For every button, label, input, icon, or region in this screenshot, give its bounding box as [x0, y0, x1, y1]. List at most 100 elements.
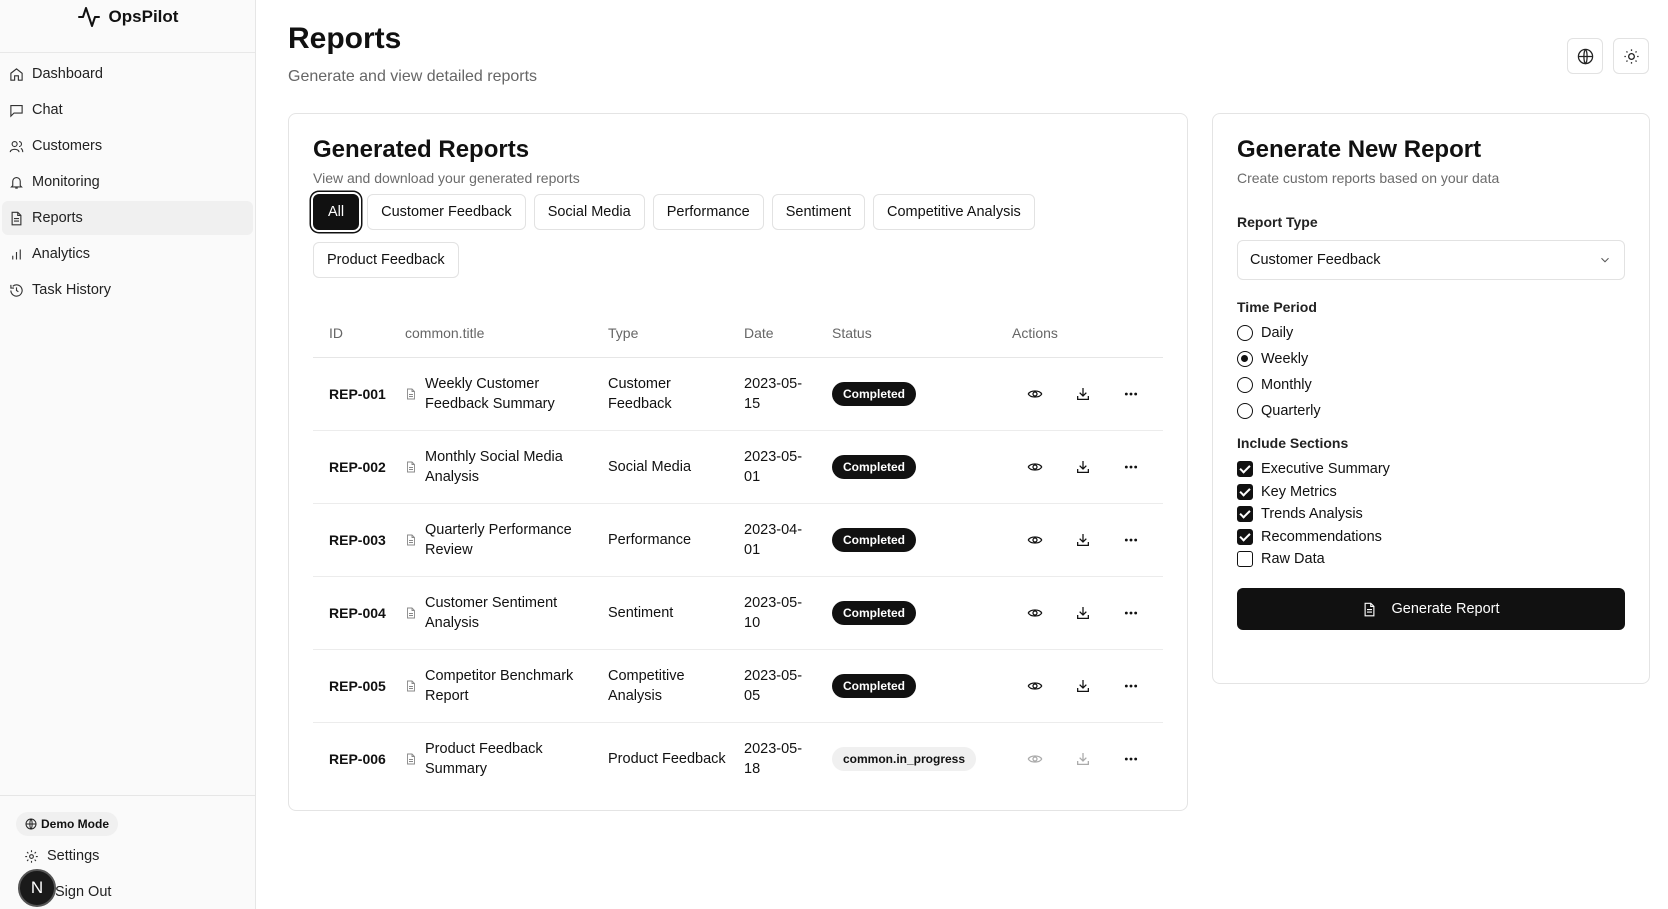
sidebar-item-chat[interactable]: Chat — [2, 93, 253, 127]
radio-button[interactable] — [1237, 377, 1253, 393]
generate-report-label: Generate Report — [1391, 601, 1500, 617]
time-period-label: Daily — [1261, 325, 1294, 341]
users-icon — [9, 140, 24, 152]
download-icon — [1077, 606, 1089, 619]
more-options-button[interactable] — [1112, 524, 1150, 556]
view-report-button[interactable] — [1016, 743, 1054, 775]
report-title-cell: Competitor Benchmark Report — [389, 649, 592, 723]
time-period-option[interactable]: Weekly — [1237, 351, 1625, 367]
gear-icon — [25, 849, 38, 863]
download-report-button[interactable] — [1064, 743, 1102, 775]
sidebar-item-task-history[interactable]: Task History — [2, 273, 253, 307]
generate-report-button[interactable]: Generate Report — [1237, 588, 1625, 630]
sidebar-item-reports[interactable]: Reports — [2, 201, 253, 235]
view-report-button[interactable] — [1016, 524, 1054, 556]
time-period-option[interactable]: Monthly — [1237, 377, 1625, 393]
section-option[interactable]: Recommendations — [1237, 528, 1625, 545]
field-label: Include Sections — [1237, 435, 1349, 451]
report-id: REP-006 — [329, 750, 386, 767]
view-report-button[interactable] — [1016, 670, 1054, 702]
column-header-status: Status — [816, 309, 996, 358]
table-row: REP-006 Product Feedback Summary Product F… — [313, 722, 1163, 795]
sidebar-item-analytics[interactable]: Analytics — [2, 237, 253, 271]
more-horizontal-icon — [1124, 757, 1138, 761]
report-status-cell: Completed — [816, 649, 996, 723]
download-report-button[interactable] — [1064, 524, 1102, 556]
time-period-option[interactable]: Daily — [1237, 325, 1625, 341]
download-icon — [1077, 533, 1089, 546]
checkbox[interactable] — [1237, 506, 1253, 522]
sidebar-item-label: Analytics — [32, 246, 91, 262]
more-options-button[interactable] — [1112, 378, 1150, 410]
sidebar-item-customers[interactable]: Customers — [2, 129, 253, 163]
bell-icon — [10, 176, 23, 189]
radio-button[interactable] — [1237, 403, 1253, 419]
table-row: REP-004 Customer Sentiment Analysis Sentim… — [313, 576, 1163, 650]
view-report-button[interactable] — [1016, 451, 1054, 483]
sidebar-item-monitoring[interactable]: Monitoring — [2, 165, 253, 199]
theme-toggle-button[interactable] — [1613, 38, 1649, 74]
generate-report-card: Generate New Report Create custom report… — [1212, 113, 1650, 684]
filter-competitive-analysis[interactable]: Competitive Analysis — [873, 194, 1035, 230]
more-options-button[interactable] — [1112, 597, 1150, 629]
report-id: REP-003 — [313, 503, 389, 577]
filter-sentiment[interactable]: Sentiment — [771, 194, 866, 230]
sign-out-link[interactable]: Sign Out — [55, 884, 111, 900]
view-report-button[interactable] — [1016, 378, 1054, 410]
checkbox[interactable] — [1237, 528, 1253, 545]
time-period-option[interactable]: Quarterly — [1237, 403, 1625, 419]
radio-button[interactable] — [1237, 351, 1253, 367]
table-row: REP-003 Quarterly Performance Review Perfo… — [313, 503, 1163, 577]
checkbox[interactable] — [1237, 551, 1253, 567]
download-report-button[interactable] — [1064, 670, 1102, 702]
sidebar-item-label: Customers — [32, 138, 103, 154]
report-title-cell: Customer Sentiment Analysis — [389, 576, 592, 650]
checkbox[interactable] — [1237, 461, 1253, 477]
language-button[interactable] — [1567, 38, 1603, 74]
sun-icon — [1623, 48, 1639, 64]
settings-link[interactable]: Settings — [24, 848, 99, 864]
report-id: REP-002 — [313, 430, 389, 504]
filter-customer-feedback[interactable]: Customer Feedback — [367, 194, 526, 230]
report-actions — [996, 722, 1163, 795]
column-header-title: common.title — [389, 309, 592, 358]
field-label: Report Type — [1237, 214, 1318, 230]
filter-social-media[interactable]: Social Media — [533, 194, 645, 230]
main-content: Reports Generate and view detailed repor… — [288, 0, 1668, 909]
report-title-cell: Weekly Customer Feedback Summary — [389, 357, 592, 431]
section-option[interactable]: Key Metrics — [1237, 483, 1625, 500]
report-actions — [996, 357, 1163, 431]
filter-product-feedback[interactable]: Product Feedback — [313, 242, 459, 278]
filter-all[interactable]: All — [313, 194, 360, 230]
status-badge: Completed — [832, 673, 917, 698]
more-options-button[interactable] — [1112, 670, 1150, 702]
sidebar-item-label: Task History — [32, 282, 111, 298]
download-icon — [1077, 752, 1089, 765]
sidebar-item-dashboard[interactable]: Dashboard — [2, 57, 253, 91]
section-option[interactable]: Executive Summary — [1237, 461, 1625, 477]
download-report-button[interactable] — [1064, 378, 1102, 410]
radio-button[interactable] — [1237, 325, 1253, 341]
report-type-select[interactable]: Customer Feedback — [1237, 240, 1625, 280]
more-horizontal-icon — [1124, 684, 1138, 687]
sign-out-label: Sign Out — [55, 884, 112, 900]
section-option[interactable]: Raw Data — [1237, 551, 1625, 567]
sidebar-item-label: Monitoring — [32, 174, 100, 190]
more-options-button[interactable] — [1112, 451, 1150, 483]
view-report-button[interactable] — [1016, 597, 1054, 629]
avatar[interactable]: N — [18, 869, 56, 907]
status-badge: Completed — [832, 454, 917, 479]
file-icon — [407, 388, 415, 399]
card-subtitle: Create custom reports based on your data — [1237, 170, 1500, 186]
download-report-button[interactable] — [1064, 451, 1102, 483]
filter-performance[interactable]: Performance — [652, 194, 764, 230]
download-report-button[interactable] — [1064, 597, 1102, 629]
brand[interactable]: OpsPilot — [0, 0, 255, 53]
section-option[interactable]: Trends Analysis — [1237, 506, 1625, 522]
download-icon — [1077, 679, 1089, 692]
report-id: REP-001 — [313, 357, 389, 431]
checkbox[interactable] — [1237, 483, 1253, 500]
demo-mode-label: Demo Mode — [41, 817, 110, 831]
more-options-button[interactable] — [1112, 743, 1150, 775]
globe-icon — [25, 818, 37, 830]
